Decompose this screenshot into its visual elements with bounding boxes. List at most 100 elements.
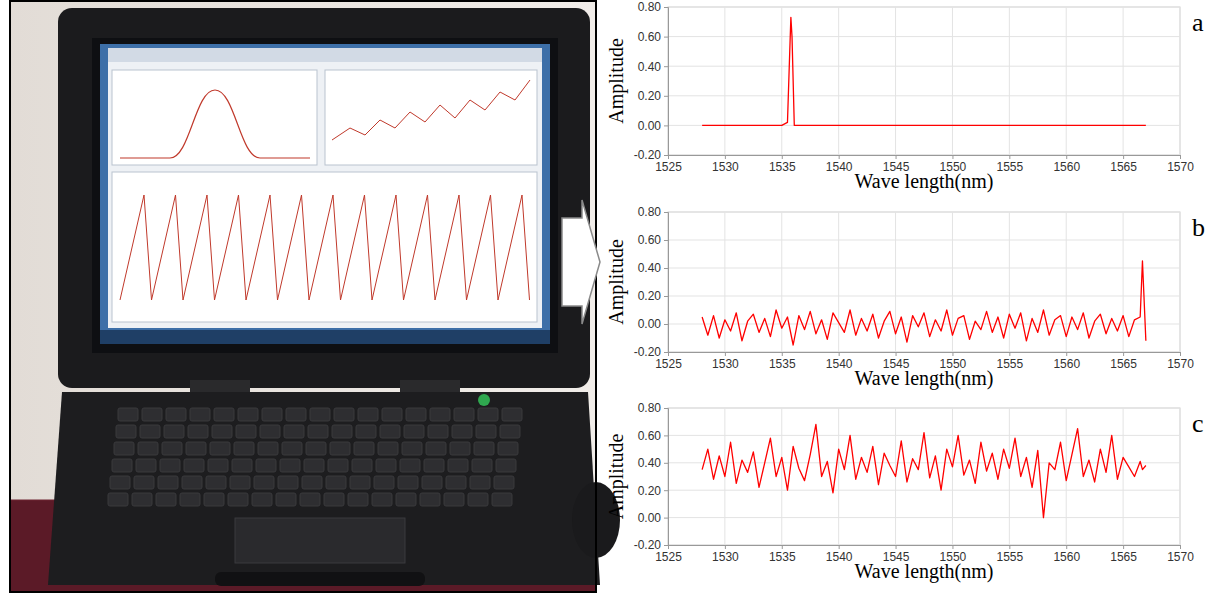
key	[352, 459, 372, 472]
key	[214, 408, 234, 421]
y-tick-label: 0.60	[638, 233, 662, 247]
y-tick: 0.60	[638, 429, 668, 443]
key	[308, 425, 328, 438]
x-tick-mark	[1123, 155, 1124, 159]
plot-area	[668, 212, 1180, 352]
x-tick-mark	[1066, 352, 1067, 356]
x-tick-mark	[1123, 545, 1124, 549]
key	[230, 476, 250, 489]
grid-line	[668, 66, 1180, 67]
key	[452, 425, 472, 438]
key	[472, 459, 492, 472]
x-tick-mark	[782, 155, 783, 159]
key	[500, 425, 520, 438]
x-tick: 1535	[769, 155, 796, 174]
y-axis-line	[664, 8, 669, 156]
chart-panel: 1525153015351540154515501555156015651570…	[605, 205, 1205, 390]
y-axis-line	[664, 213, 669, 353]
x-tick: 1565	[1110, 545, 1137, 564]
y-tick-mark	[664, 240, 668, 241]
y-tick-label: 0.80	[638, 205, 662, 219]
y-tick-label: -0.20	[634, 345, 662, 359]
grid-line	[1123, 212, 1124, 352]
grid-line	[668, 95, 1180, 96]
grid-line	[1009, 212, 1010, 352]
key	[382, 408, 402, 421]
y-tick-mark	[664, 435, 668, 436]
key	[280, 459, 300, 472]
grid-line	[838, 7, 839, 155]
grid-line	[952, 408, 953, 545]
x-tick: 1535	[769, 352, 796, 371]
key	[444, 493, 464, 506]
key	[404, 425, 424, 438]
key	[262, 408, 282, 421]
y-tick-label: 0.80	[638, 401, 662, 415]
x-tick-mark	[952, 155, 953, 159]
key	[350, 476, 370, 489]
grid-line	[1180, 408, 1181, 545]
x-tick-mark	[782, 352, 783, 356]
key	[206, 476, 226, 489]
x-tick-label: 1565	[1110, 160, 1137, 174]
y-tick-label: 0.40	[638, 456, 662, 470]
panel-letter: a	[1192, 8, 1204, 37]
key	[476, 425, 496, 438]
y-tick: 0.40	[638, 60, 668, 74]
x-tick: 1540	[826, 545, 853, 564]
x-tick-mark	[1123, 352, 1124, 356]
x-tick-label: 1535	[769, 357, 796, 371]
grid-line	[781, 212, 782, 352]
grid-line	[838, 212, 839, 352]
grid-line	[1009, 408, 1010, 545]
y-tick: -0.20	[634, 148, 668, 162]
x-tick-label: 1535	[769, 550, 796, 564]
x-tick-label: 1570	[1167, 550, 1194, 564]
key	[204, 493, 224, 506]
grid-line	[668, 7, 1180, 8]
x-tick: 1530	[712, 155, 739, 174]
x-tick-label: 1565	[1110, 550, 1137, 564]
y-axis: -0.200.000.200.400.600.80	[634, 205, 669, 359]
key	[184, 459, 204, 472]
y-tick: 0.20	[638, 484, 668, 498]
key	[188, 425, 208, 438]
y-tick-label: 0.00	[638, 317, 662, 331]
key	[112, 459, 132, 472]
grid-line	[895, 7, 896, 155]
screen-panel	[325, 70, 537, 165]
key	[470, 476, 490, 489]
key	[132, 493, 152, 506]
plot-marks	[702, 17, 1146, 125]
y-tick: 0.20	[638, 289, 668, 303]
key	[212, 425, 232, 438]
key	[376, 459, 396, 472]
screen-curve	[120, 90, 310, 158]
key	[422, 476, 442, 489]
x-tick-mark	[839, 352, 840, 356]
y-tick-mark	[664, 463, 668, 464]
taskbar	[100, 330, 550, 344]
x-tick-mark	[1180, 352, 1181, 356]
key	[400, 459, 420, 472]
grid-line	[1123, 408, 1124, 545]
y-axis-title: Amplitude	[605, 239, 628, 325]
y-tick-label: 0.20	[638, 289, 662, 303]
x-tick-label: 1530	[712, 160, 739, 174]
x-tick-mark	[952, 545, 953, 549]
spectrum-line	[702, 424, 1146, 517]
y-axis: -0.200.000.200.400.600.80	[634, 0, 669, 162]
x-tick: 1555	[996, 155, 1023, 174]
key	[116, 425, 136, 438]
y-tick: 0.00	[638, 119, 668, 133]
key	[428, 425, 448, 438]
grid-line	[781, 408, 782, 545]
screen-desktop	[100, 44, 550, 344]
x-tick: 1555	[996, 352, 1023, 371]
grid-line	[668, 268, 1180, 269]
key	[156, 493, 176, 506]
screen-curve	[332, 80, 530, 140]
x-tick: 1570	[1167, 155, 1194, 174]
x-axis-title: Wave length(nm)	[855, 170, 994, 193]
y-tick-mark	[664, 324, 668, 325]
